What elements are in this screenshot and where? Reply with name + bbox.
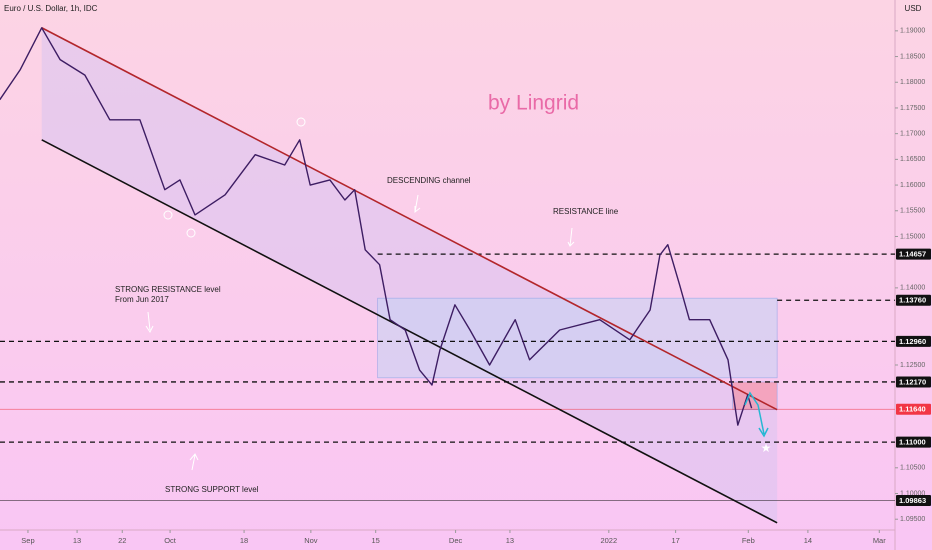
y-tick-label: 1.16500 [900, 156, 925, 163]
y-tick-label: 1.09500 [900, 516, 925, 523]
annotation: DESCENDING channel [387, 176, 471, 185]
y-tick-label: 1.15500 [900, 208, 925, 215]
y-tick-label: 1.17000 [900, 131, 925, 138]
level-label-bg [896, 248, 931, 260]
y-tick-label: 1.19000 [900, 28, 925, 35]
level-label: 1.12170 [899, 377, 926, 386]
x-tick-label: Feb [742, 536, 755, 545]
annotation: STRONG SUPPORT level [165, 485, 259, 494]
y-tick-label: 1.14000 [900, 285, 925, 292]
level-label: 1.11000 [899, 438, 926, 447]
y-tick-label: 1.16000 [900, 182, 925, 189]
arrow [189, 453, 199, 471]
x-tick-label: 13 [73, 536, 81, 545]
annotation: RESISTANCE line [553, 207, 619, 216]
x-tick-label: 22 [118, 536, 126, 545]
y-tick-label: 1.18000 [900, 79, 925, 86]
y-tick-label: 1.10500 [900, 465, 925, 472]
wave-marker [296, 117, 306, 127]
x-tick-label: Oct [164, 536, 177, 545]
level-label-bg [896, 403, 931, 415]
plot [0, 27, 895, 524]
x-tick-label: 13 [506, 536, 514, 545]
y-tick-label: 1.12500 [900, 362, 925, 369]
level-label-bg [896, 335, 931, 347]
x-tick-label: 14 [804, 536, 812, 545]
y-tick-label: 1.17500 [900, 105, 925, 112]
annotation: From Jun 2017 [115, 295, 169, 304]
x-tick-label: Sep [21, 536, 34, 545]
arrow [145, 311, 154, 333]
level-label: 1.14657 [899, 250, 926, 259]
target-star: ★ [761, 441, 772, 455]
x-tick-label: 17 [671, 536, 679, 545]
channel-fill [41, 27, 778, 523]
projection-arrow [744, 391, 769, 438]
x-tick-label: 18 [240, 536, 248, 545]
x-tick-label: 15 [372, 536, 380, 545]
price-line [0, 27, 753, 426]
level-label-bg [896, 294, 931, 306]
level-label: 1.12960 [899, 337, 926, 346]
y-tick-label: 1.10000 [900, 490, 925, 497]
trendline [41, 139, 778, 524]
wave-marker [163, 210, 173, 220]
level-label: 1.11640 [899, 405, 926, 414]
x-tick-label: Mar [873, 536, 886, 545]
trendline [41, 27, 778, 411]
level-label: 1.13760 [899, 296, 926, 305]
annotation: by Lingrid [488, 92, 579, 115]
x-tick-label: 2022 [600, 536, 617, 545]
y-tick-label: 1.18500 [900, 53, 925, 60]
y-tick-label: 1.15000 [900, 233, 925, 240]
wave-marker [186, 228, 196, 238]
level-label-bg [896, 495, 931, 507]
arrow [414, 194, 421, 214]
level-label: 1.09863 [899, 496, 926, 505]
x-tick-label: Nov [304, 536, 318, 545]
annotation: STRONG RESISTANCE level [115, 285, 221, 294]
arrow [567, 227, 575, 247]
currency: USD [905, 4, 922, 13]
range-box [377, 297, 778, 379]
level-label-bg [896, 436, 931, 448]
chart-title: Euro / U.S. Dollar, 1h, IDC [4, 4, 98, 13]
x-tick-label: Dec [449, 536, 463, 545]
annotation-arrows [145, 117, 575, 471]
level-label-bg [896, 376, 931, 388]
